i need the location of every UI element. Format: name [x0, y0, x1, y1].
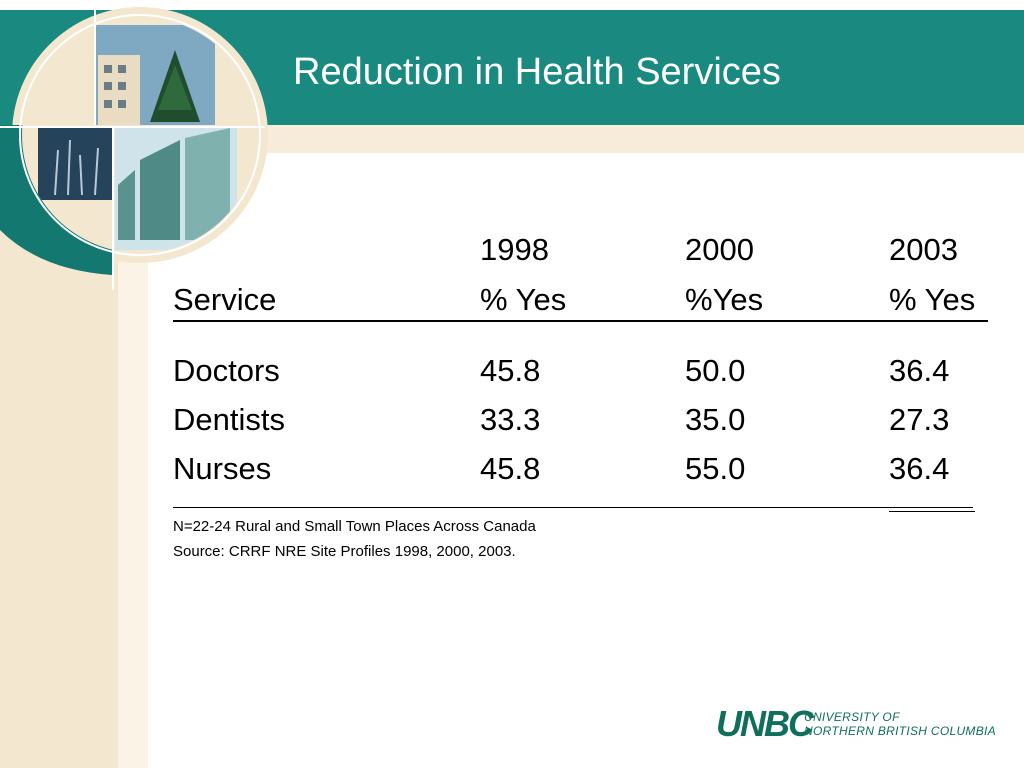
table-bottom-rule [173, 507, 973, 508]
unbc-name-line2: NORTHERN BRITISH COLUMBIA [804, 724, 996, 738]
service-name: Nurses [173, 451, 272, 486]
photo-night-scene [38, 128, 112, 200]
slide-title: Reduction in Health Services [293, 51, 781, 93]
service-name: Doctors [173, 353, 280, 388]
table-cell: 27.3 [889, 402, 950, 437]
year-header: 1998 [480, 232, 549, 267]
table-cell: 45.8 [480, 353, 541, 388]
top-edge [0, 0, 1024, 10]
year-header: 2003 [889, 232, 958, 267]
unbc-name-line1: UNIVERSITY OF [804, 710, 900, 724]
table-cell: 36.4 [889, 451, 950, 486]
source-note: Source: CRRF NRE Site Profiles 1998, 200… [173, 543, 516, 560]
table-cell: 50.0 [685, 353, 746, 388]
column-header: % Yes [889, 282, 976, 317]
table-cell: 35.0 [685, 402, 746, 437]
column-header: % Yes [480, 282, 567, 317]
column-header: %Yes [685, 282, 764, 317]
cream-band [148, 125, 1024, 153]
table-cell: 55.0 [685, 451, 746, 486]
year-header: 2000 [685, 232, 754, 267]
unbc-logo: UNBC UNIVERSITY OF NORTHERN BRITISH COLU… [716, 702, 996, 748]
table-bottom-rule-short [889, 511, 975, 512]
table-cell: 36.4 [889, 353, 950, 388]
campus-photo-collage [0, 0, 268, 290]
table-cell: 33.3 [480, 402, 541, 437]
header-underline [173, 320, 988, 322]
service-name: Dentists [173, 402, 285, 437]
unbc-wordmark: UNBC [716, 703, 814, 744]
column-header-service: Service [173, 282, 277, 317]
sample-note: N=22-24 Rural and Small Town Places Acro… [173, 518, 536, 535]
table-cell: 45.8 [480, 451, 541, 486]
